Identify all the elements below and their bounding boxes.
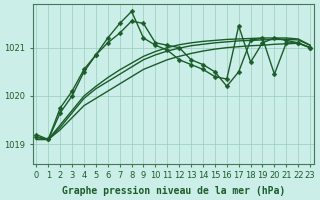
- X-axis label: Graphe pression niveau de la mer (hPa): Graphe pression niveau de la mer (hPa): [62, 186, 285, 196]
